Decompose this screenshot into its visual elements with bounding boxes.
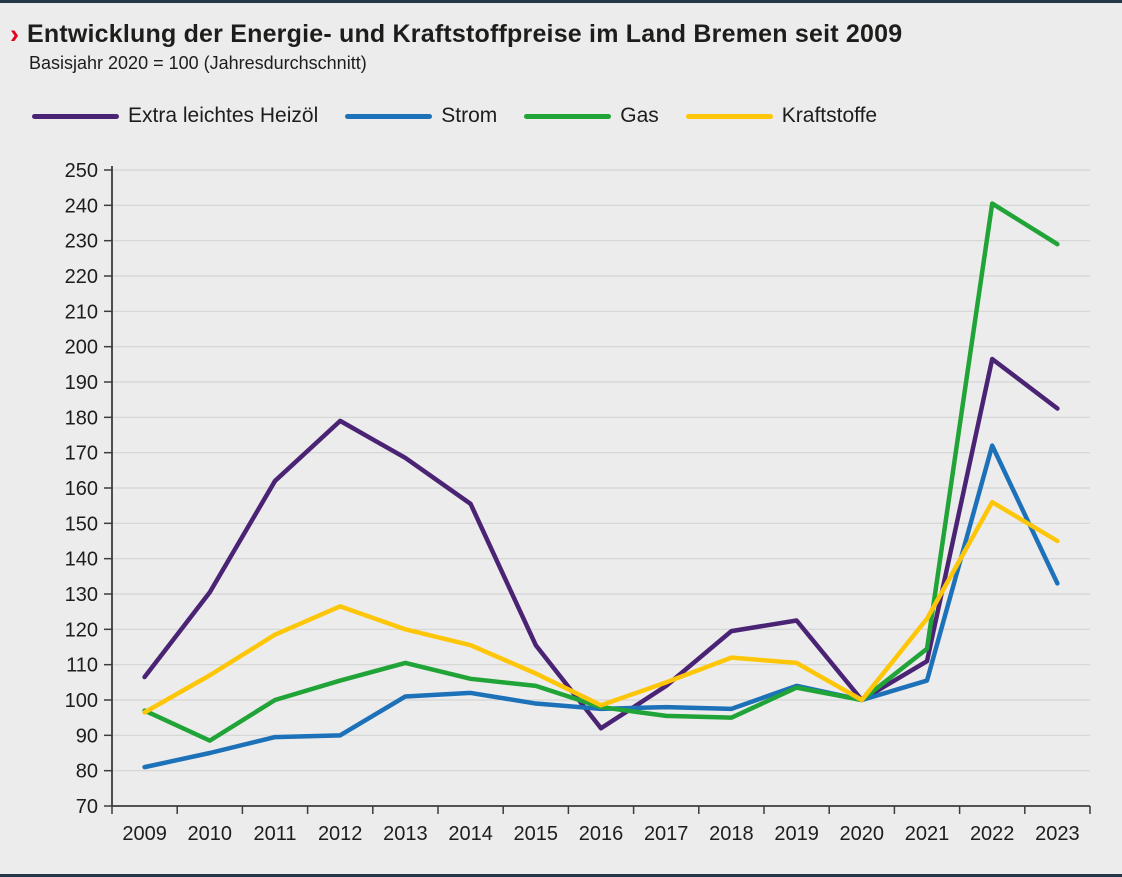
y-tick-label-170: 170 <box>65 443 98 465</box>
legend-item-gas: Gas <box>524 104 659 128</box>
top-border-line <box>0 0 1122 3</box>
x-tick-label-2013: 2013 <box>383 823 428 845</box>
x-tick-label-2011: 2011 <box>253 823 296 845</box>
legend-line-swatch-strom <box>345 113 433 119</box>
y-tick-label-210: 210 <box>65 301 98 323</box>
legend-line-swatch-heizoel <box>32 113 119 119</box>
y-tick-label-220: 220 <box>65 266 98 288</box>
legend-item-strom: Strom <box>345 104 497 128</box>
legend-label-heizoel: Extra leichtes Heizöl <box>128 104 319 127</box>
y-tick-label-70: 70 <box>76 796 98 818</box>
legend-line-swatch-gas <box>524 113 612 119</box>
y-tick-label-200: 200 <box>65 337 98 359</box>
series-line-strom <box>142 443 1060 770</box>
x-tick-label-2018: 2018 <box>709 823 754 845</box>
page-subtitle: Basisjahr 2020 = 100 (Jahresdurchschnitt… <box>29 53 367 73</box>
chart-header: › Entwicklung der Energie- und Kraftstof… <box>10 19 903 74</box>
y-tick-label-130: 130 <box>65 584 98 606</box>
series-line-extra-leichtes-heiz-l <box>142 356 1060 731</box>
page-title: Entwicklung der Energie- und Kraftstoffp… <box>27 20 903 48</box>
y-tick-label-230: 230 <box>65 231 98 253</box>
y-tick-label-90: 90 <box>76 725 98 747</box>
legend-item-kraftstoffe: Kraftstoffe <box>685 104 878 128</box>
y-tick-label-190: 190 <box>65 372 98 394</box>
x-tick-label-2022: 2022 <box>970 823 1015 845</box>
x-tick-label-2023: 2023 <box>1035 823 1080 845</box>
x-tick-label-2016: 2016 <box>579 823 624 845</box>
x-tick-label-2020: 2020 <box>840 823 885 845</box>
y-tick-label-180: 180 <box>65 407 98 429</box>
y-tick-label-140: 140 <box>65 549 98 571</box>
y-tick-label-150: 150 <box>65 513 98 535</box>
x-tick-label-2017: 2017 <box>644 823 689 845</box>
x-tick-label-2009: 2009 <box>122 823 167 845</box>
x-tick-label-2015: 2015 <box>514 823 559 845</box>
chart-legend: Extra leichtes Heizöl Strom Gas Kraftsto… <box>32 104 877 128</box>
y-tick-label-250: 250 <box>65 160 98 182</box>
series-line-kraftstoffe <box>142 499 1060 715</box>
x-tick-label-2021: 2021 <box>905 823 950 845</box>
bottom-border-line <box>0 874 1122 877</box>
y-tick-label-100: 100 <box>65 690 98 712</box>
legend-item-heizoel: Extra leichtes Heizöl <box>32 104 318 128</box>
legend-label-gas: Gas <box>620 104 659 127</box>
y-tick-label-110: 110 <box>66 655 98 677</box>
y-tick-label-240: 240 <box>65 195 98 217</box>
x-tick-label-2010: 2010 <box>188 823 233 845</box>
y-tick-label-120: 120 <box>65 619 98 641</box>
legend-label-strom: Strom <box>441 104 498 127</box>
x-tick-label-2014: 2014 <box>448 823 493 845</box>
y-tick-label-80: 80 <box>76 761 98 783</box>
x-tick-label-2012: 2012 <box>318 823 363 845</box>
x-tick-label-2019: 2019 <box>774 823 819 845</box>
legend-label-kraftstoffe: Kraftstoffe <box>781 104 878 127</box>
legend-line-swatch-kraftstoffe <box>685 113 773 119</box>
y-tick-label-160: 160 <box>65 478 98 500</box>
title-marker-icon: › <box>10 19 19 49</box>
